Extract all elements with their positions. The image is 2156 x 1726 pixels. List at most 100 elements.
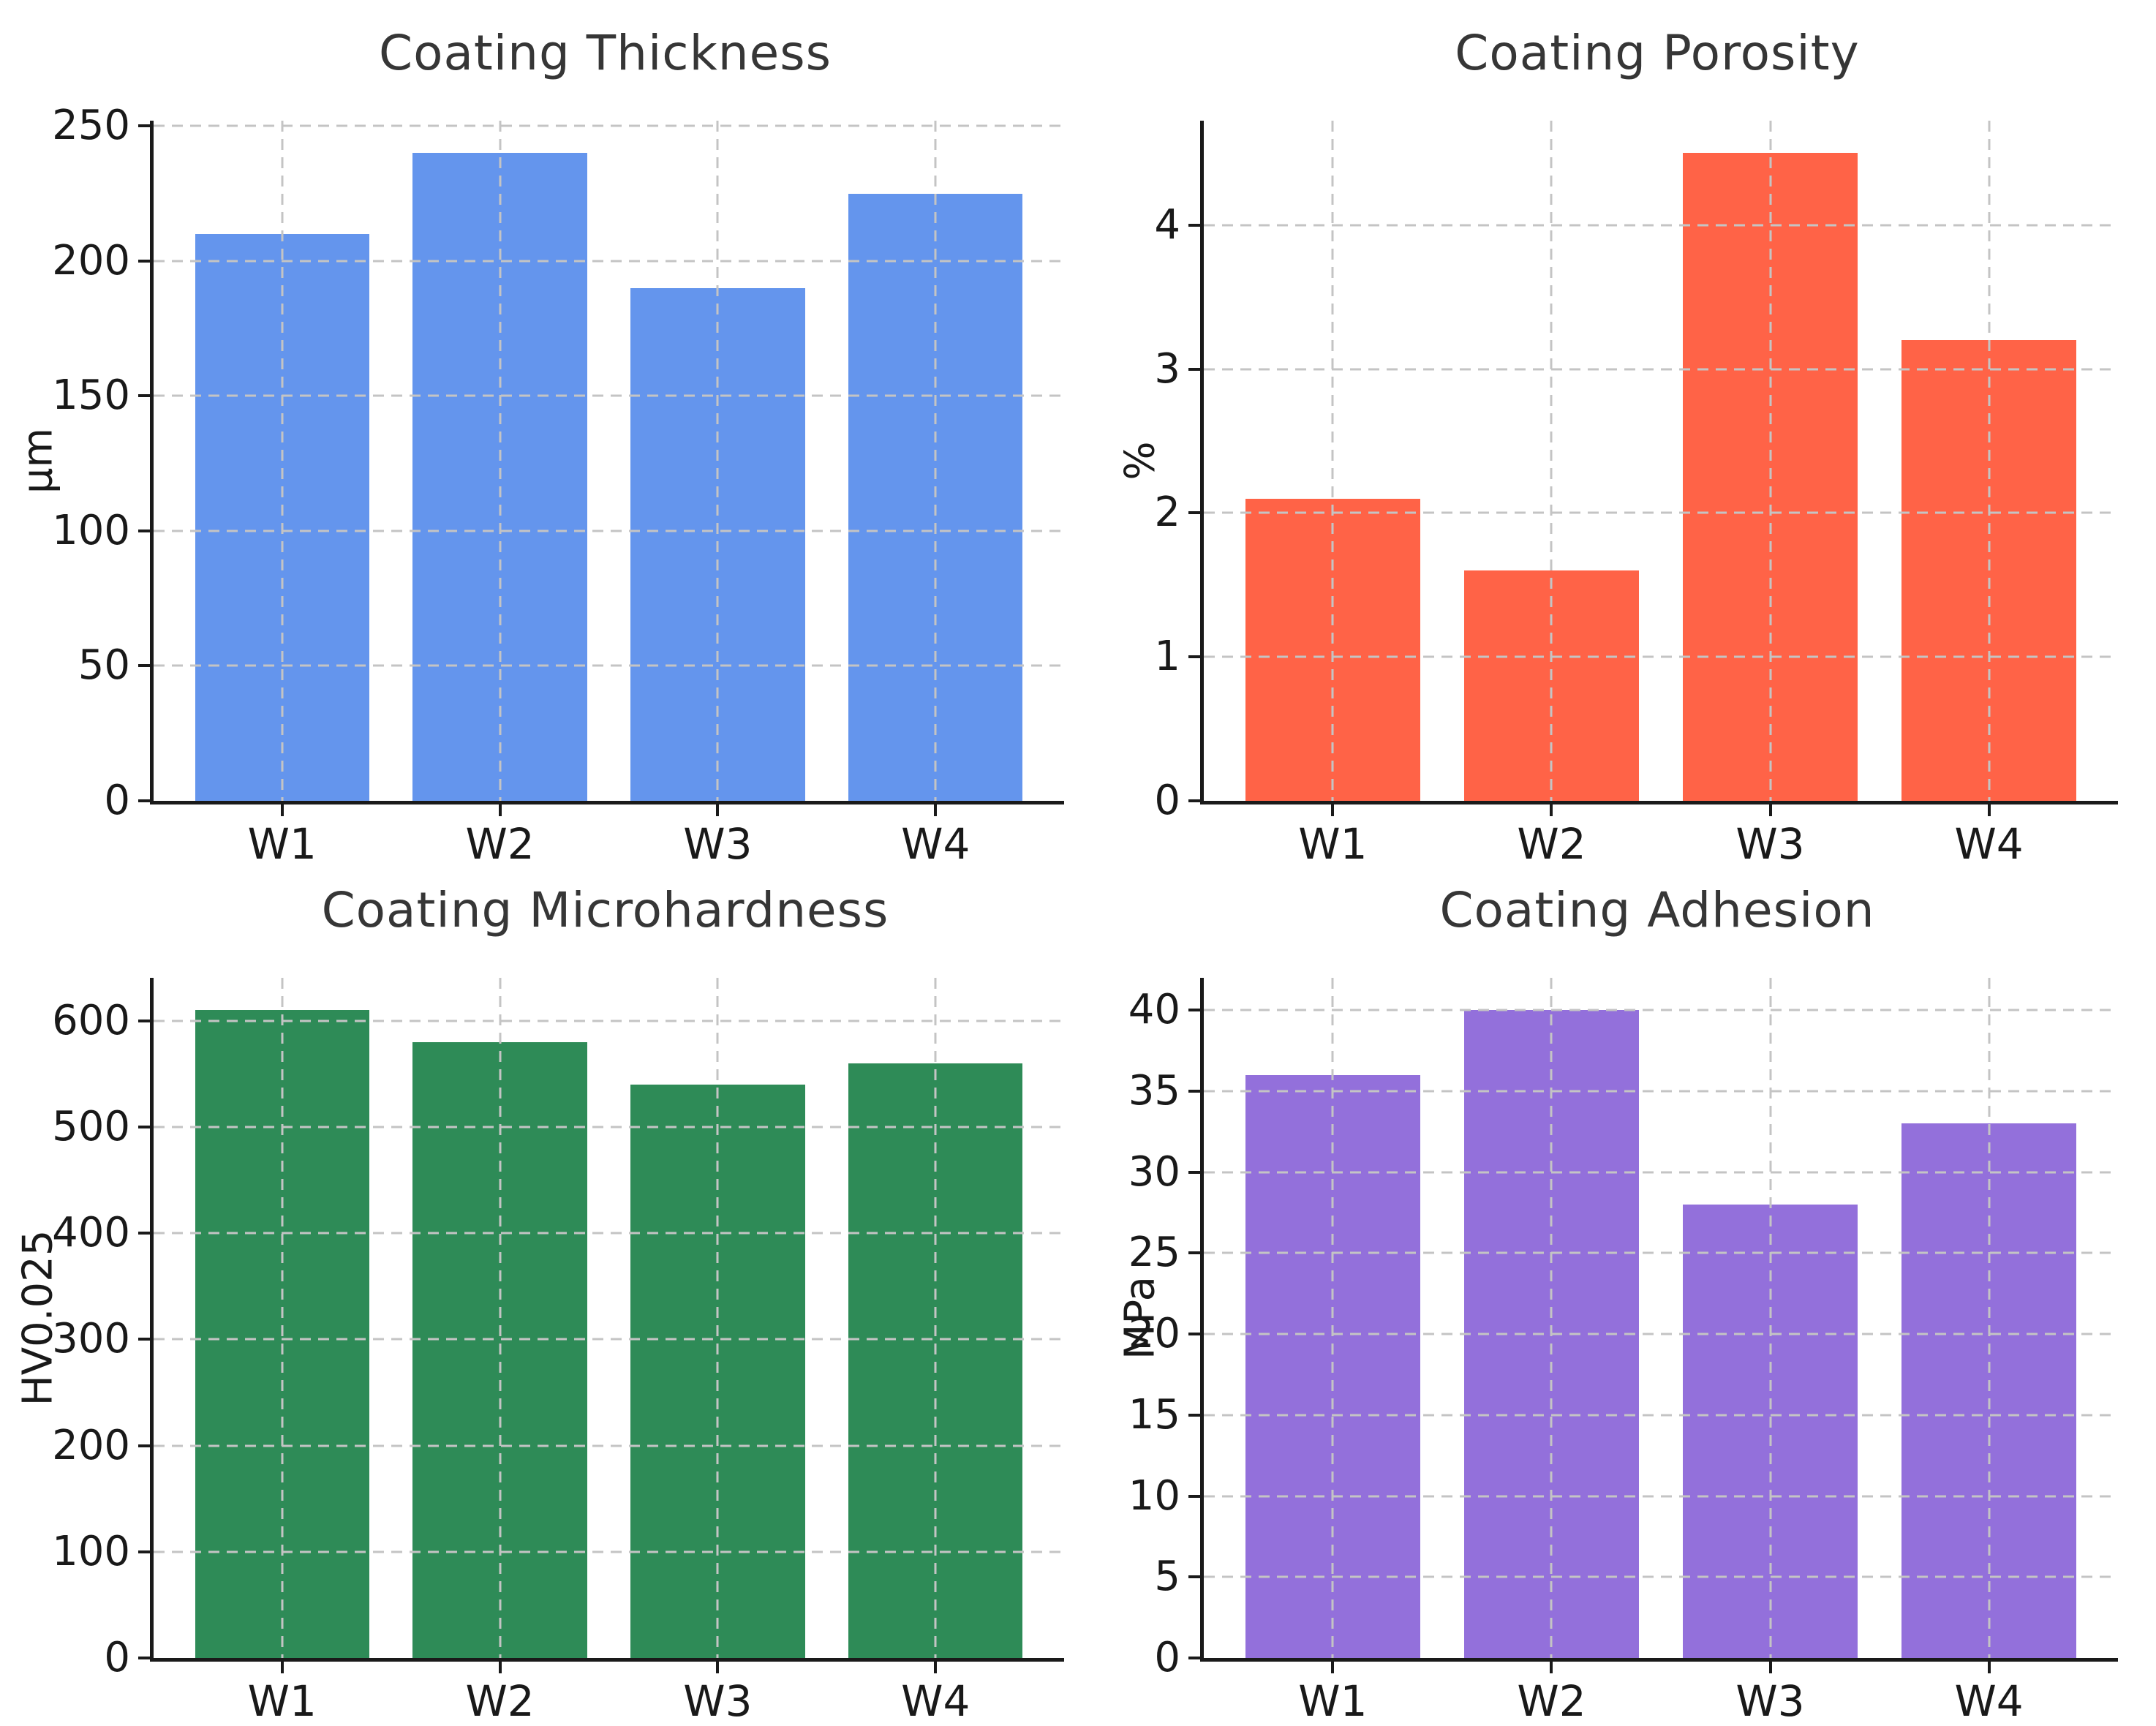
y-tick-mark <box>1188 511 1200 515</box>
x-tick-label: W1 <box>1298 819 1368 869</box>
vertical-gridline <box>281 121 284 801</box>
y-tick-mark <box>138 1657 150 1659</box>
vertical-gridline <box>1988 978 1991 1658</box>
y-tick-label: 0 <box>104 1634 130 1681</box>
vertical-gridline <box>281 978 284 1658</box>
x-tick-label: W1 <box>247 819 317 869</box>
vertical-gridline <box>1550 978 1553 1658</box>
vertical-gridline <box>716 978 719 1658</box>
horizontal-gridline <box>154 124 1064 127</box>
y-tick-mark <box>138 1019 150 1022</box>
x-tick-label: W1 <box>247 1676 317 1726</box>
x-tick-mark <box>716 1662 720 1673</box>
horizontal-gridline <box>1204 511 2118 514</box>
x-tick-mark <box>498 804 502 816</box>
y-tick-label: 35 <box>1128 1067 1180 1115</box>
plot-area: W1 W2 W3 W4 0 50 100 150 200 250 <box>52 105 1064 865</box>
y-tick-mark <box>1188 1009 1200 1012</box>
y-tick-mark <box>1188 1413 1200 1417</box>
y-tick-mark <box>1188 1251 1200 1255</box>
y-tick-label: 500 <box>52 1103 130 1151</box>
y-axis-label: % <box>1116 441 1164 481</box>
y-tick-label: 25 <box>1128 1229 1180 1277</box>
x-tick-mark <box>1331 804 1335 816</box>
x-tick-label: W4 <box>1954 1676 2024 1726</box>
y-tick-mark <box>138 1444 150 1447</box>
y-tick-mark <box>1188 223 1200 227</box>
x-tick-mark <box>280 804 284 816</box>
vertical-gridline <box>1769 121 1772 801</box>
x-tick-mark <box>280 1662 284 1673</box>
horizontal-gridline <box>154 260 1064 263</box>
x-tick-label: W4 <box>1954 819 2024 869</box>
x-tick-mark <box>1987 1662 1991 1673</box>
y-tick-mark <box>1188 1494 1200 1498</box>
y-tick-mark <box>1188 1170 1200 1174</box>
y-tick-label: 15 <box>1128 1390 1180 1439</box>
y-tick-mark <box>138 1338 150 1341</box>
y-tick-label: 50 <box>78 641 130 690</box>
x-tick-mark <box>1550 804 1553 816</box>
x-tick-mark <box>934 804 938 816</box>
chart-title: Coating Microhardness <box>321 882 889 938</box>
horizontal-gridline <box>1204 1251 2118 1254</box>
horizontal-gridline <box>154 530 1064 532</box>
y-tick-mark <box>1188 1657 1200 1659</box>
y-tick-label: 300 <box>52 1315 130 1363</box>
chart-title: Coating Porosity <box>1455 25 1860 81</box>
horizontal-gridline <box>1204 1495 2118 1498</box>
y-tick-mark <box>138 664 150 668</box>
plot-area: W1 W2 W3 W4 0 1 2 3 4 <box>1154 121 2118 865</box>
vertical-gridline <box>934 978 937 1658</box>
x-tick-mark <box>716 804 720 816</box>
y-tick-label: 40 <box>1128 986 1180 1034</box>
horizontal-gridline <box>154 1126 1064 1128</box>
y-tick-label: 250 <box>52 102 130 150</box>
x-tick-label: W2 <box>465 819 535 869</box>
y-tick-label: 200 <box>52 236 130 284</box>
horizontal-gridline <box>1204 1575 2118 1578</box>
x-tick-mark <box>1550 1662 1553 1673</box>
x-tick-label: W3 <box>683 819 753 869</box>
chart-coating-microhardness: Coating Microhardness HV0.025 W1 W2 W3 W4 0 1… <box>0 857 1078 1722</box>
horizontal-gridline <box>1204 1414 2118 1417</box>
horizontal-gridline <box>1204 1090 2118 1093</box>
y-tick-label: 0 <box>1154 1634 1180 1681</box>
plot-area: W1 W2 W3 W4 0 100 200 300 400 500 600 <box>52 978 1064 1722</box>
y-axis-label: μm <box>14 427 62 494</box>
x-tick-label: W2 <box>465 1676 535 1726</box>
horizontal-gridline <box>1204 1171 2118 1174</box>
horizontal-gridline <box>1204 1333 2118 1335</box>
horizontal-gridline <box>1204 368 2118 371</box>
y-tick-label: 600 <box>52 996 130 1044</box>
y-tick-mark <box>138 529 150 532</box>
x-tick-mark <box>498 1662 502 1673</box>
y-tick-label: 100 <box>52 1527 130 1575</box>
vertical-gridline <box>1550 121 1553 801</box>
y-tick-label: 2 <box>1154 489 1180 537</box>
horizontal-gridline <box>154 1338 1064 1341</box>
y-tick-label: 3 <box>1154 344 1180 393</box>
horizontal-gridline <box>154 664 1064 667</box>
x-tick-mark <box>1987 804 1991 816</box>
y-tick-label: 4 <box>1154 200 1180 249</box>
x-tick-mark <box>934 1662 938 1673</box>
vertical-gridline <box>934 121 937 801</box>
y-tick-label: 400 <box>52 1209 130 1257</box>
vertical-gridline <box>1988 121 1991 801</box>
x-tick-label: W3 <box>683 1676 753 1726</box>
horizontal-gridline <box>154 1444 1064 1447</box>
x-tick-label: W4 <box>901 1676 970 1726</box>
x-tick-label: W4 <box>901 819 970 869</box>
x-tick-label: W2 <box>1517 1676 1586 1726</box>
x-tick-mark <box>1768 1662 1772 1673</box>
y-tick-label: 0 <box>1154 777 1180 824</box>
horizontal-gridline <box>1204 655 2118 658</box>
y-tick-mark <box>138 799 150 802</box>
horizontal-gridline <box>1204 1009 2118 1011</box>
y-tick-mark <box>138 1232 150 1235</box>
y-tick-label: 20 <box>1128 1310 1180 1358</box>
vertical-gridline <box>1331 121 1334 801</box>
x-tick-mark <box>1331 1662 1335 1673</box>
y-tick-label: 1 <box>1154 633 1180 681</box>
